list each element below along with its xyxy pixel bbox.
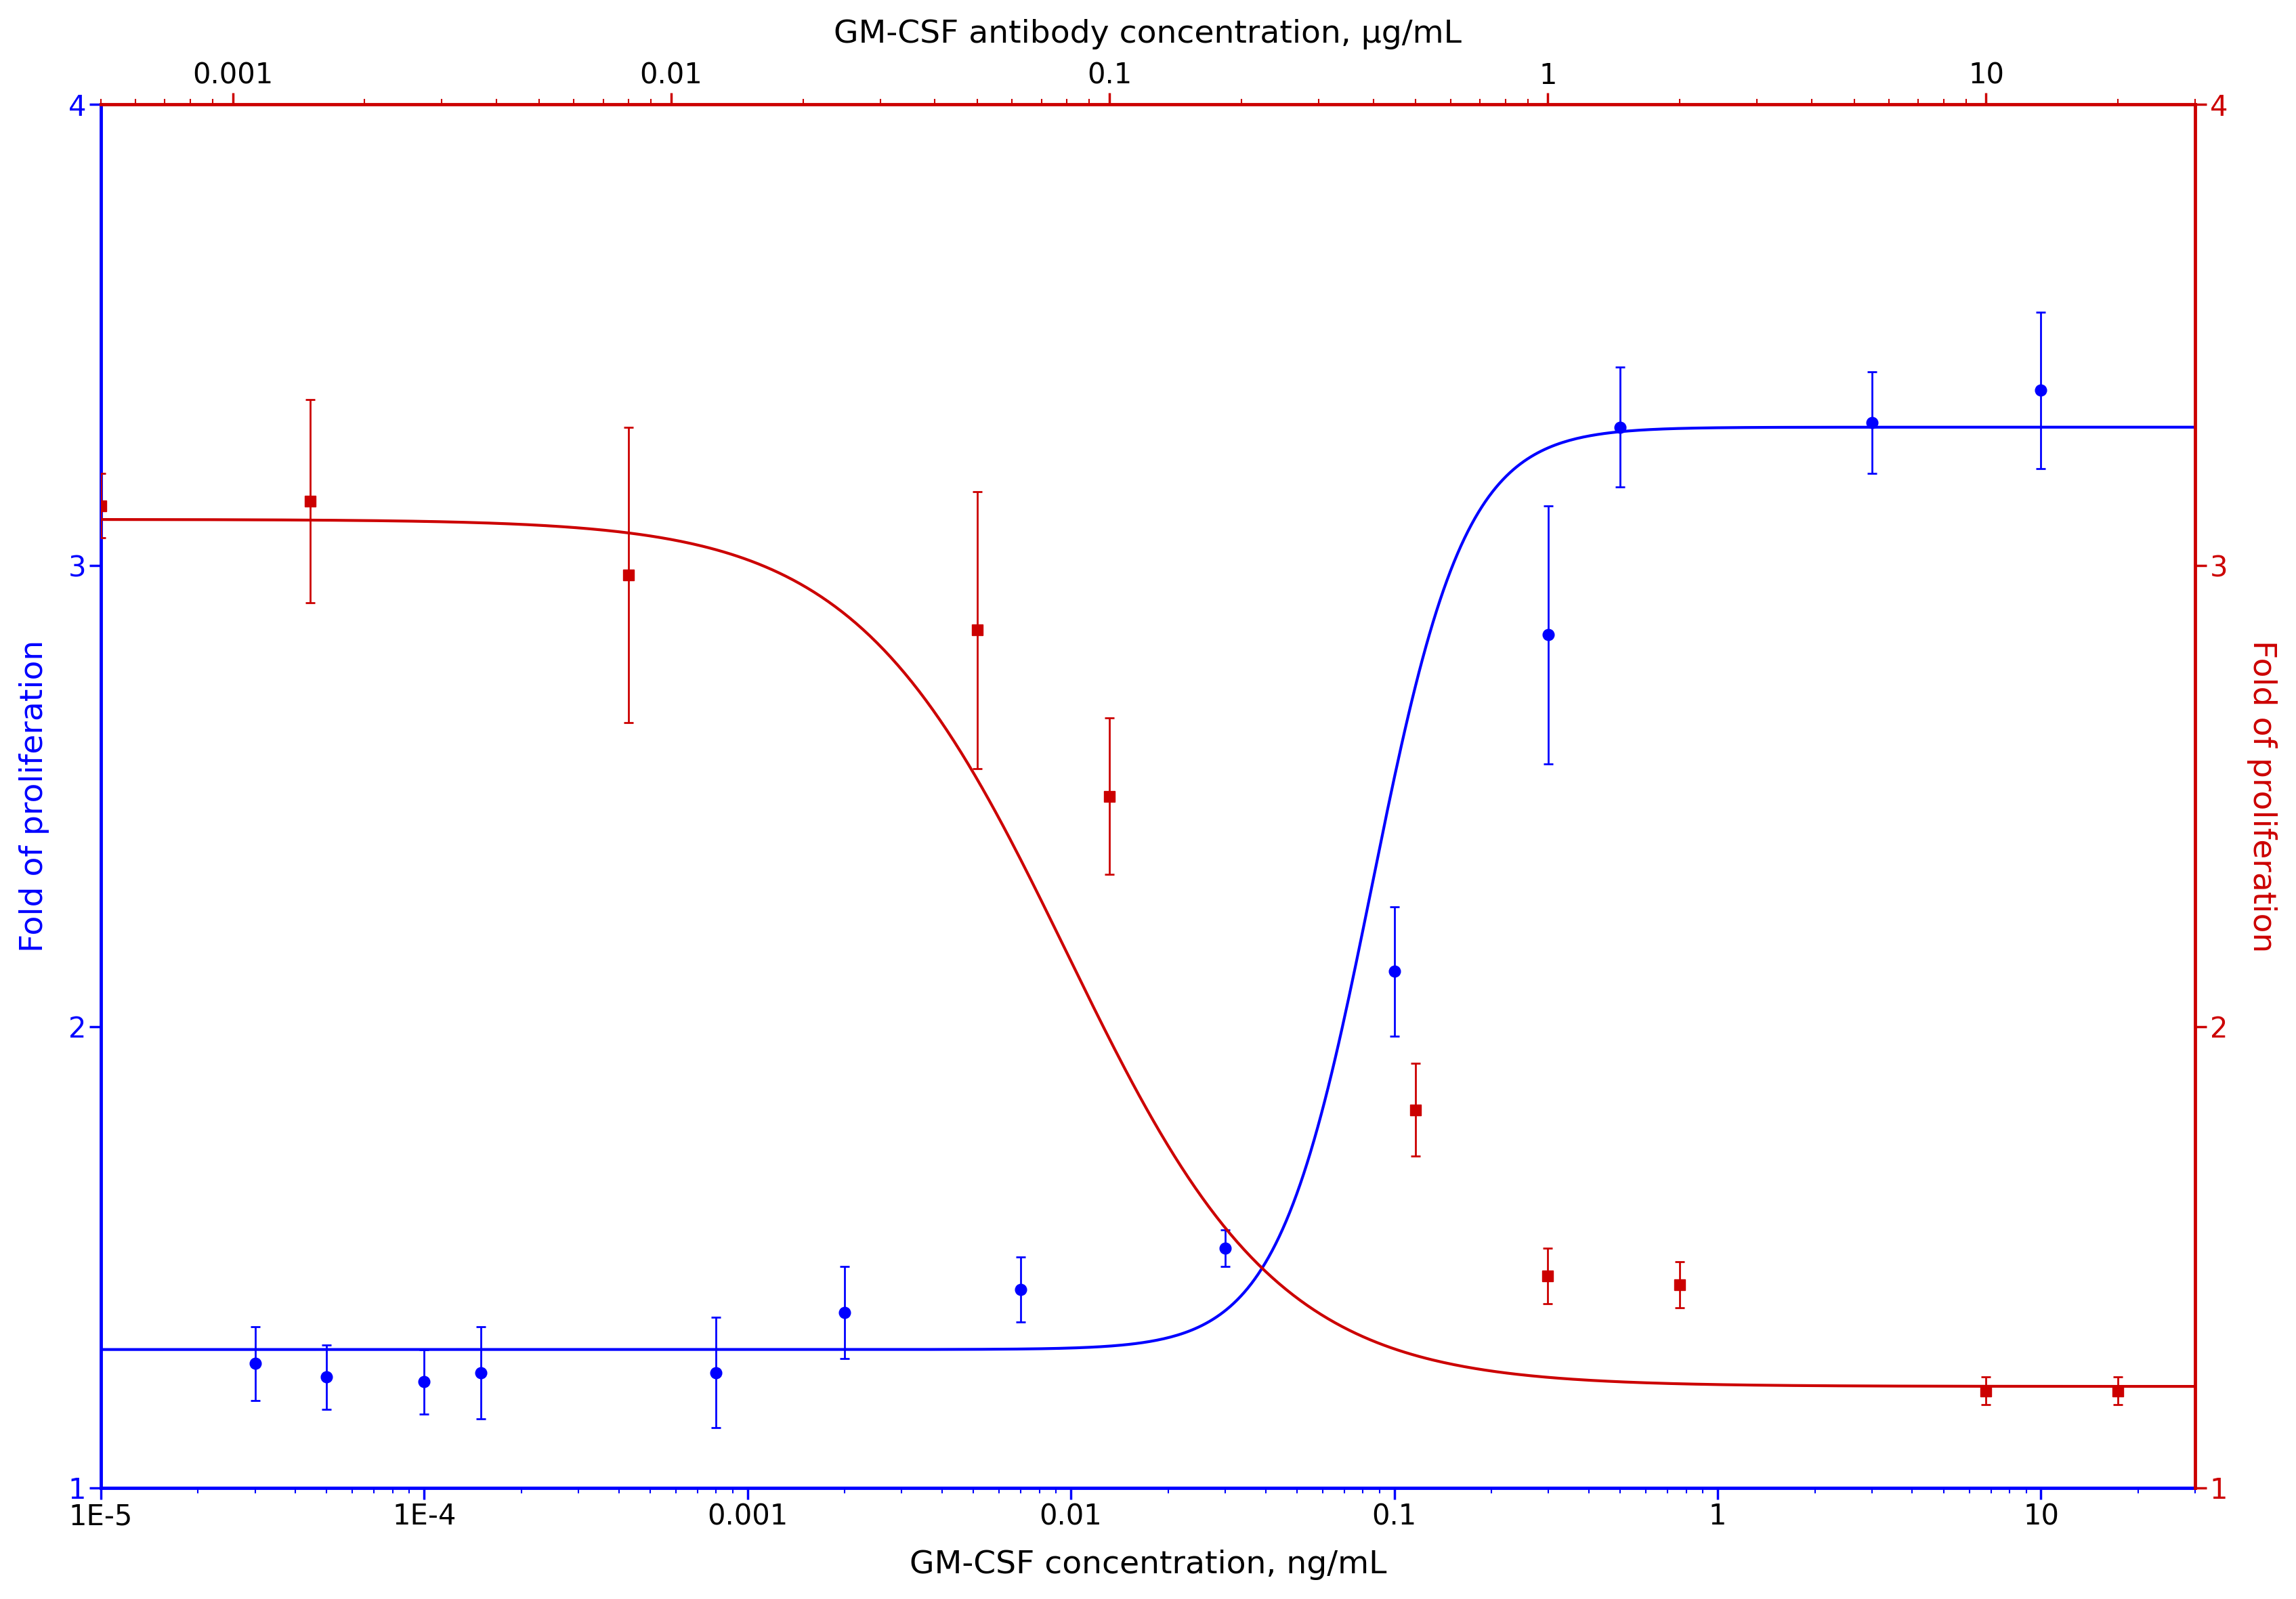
X-axis label: GM-CSF concentration, ng/mL: GM-CSF concentration, ng/mL xyxy=(909,1549,1387,1580)
Y-axis label: Fold of proliferation: Fold of proliferation xyxy=(18,640,48,953)
Y-axis label: Fold of proliferation: Fold of proliferation xyxy=(2248,640,2278,953)
X-axis label: GM-CSF antibody concentration, μg/mL: GM-CSF antibody concentration, μg/mL xyxy=(833,19,1463,50)
